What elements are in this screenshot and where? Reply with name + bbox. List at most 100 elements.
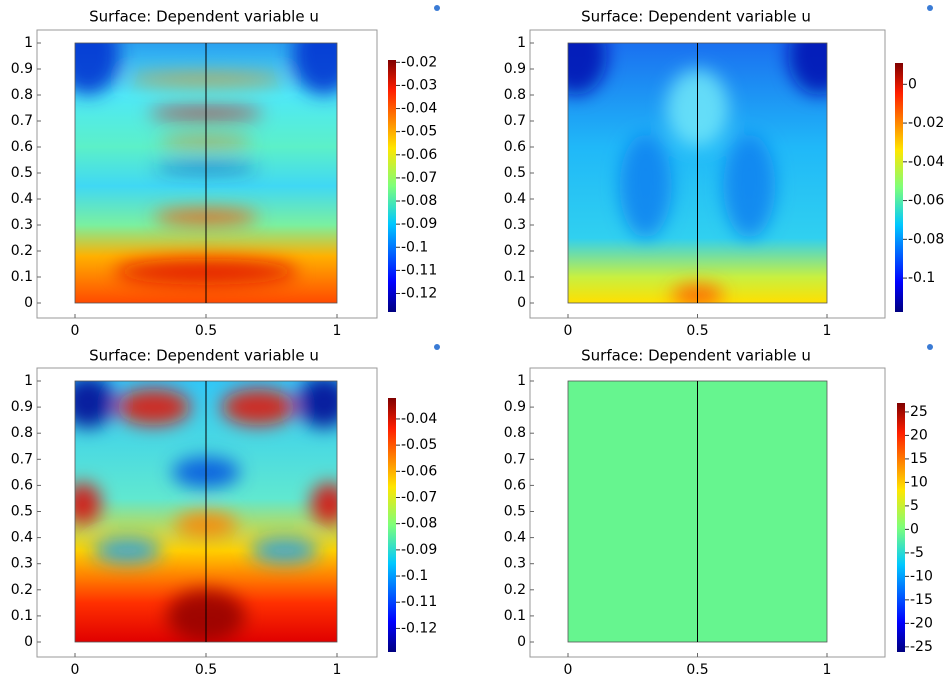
y-tick-label: 0.5 — [504, 165, 526, 181]
colorbar-tick-label: -0.05 — [401, 124, 437, 140]
colorbar-tick-label: -15 — [910, 592, 933, 608]
plot-title: Surface: Dependent variable u — [581, 347, 811, 365]
x-tick-label: 0.5 — [686, 662, 708, 678]
x-tick-label: 0.5 — [686, 323, 708, 339]
y-tick-label: 0.2 — [504, 582, 526, 598]
colorbar-tick-label: -0.06 — [401, 147, 437, 163]
y-tick-label: 0.2 — [11, 243, 33, 259]
plot-title: Surface: Dependent variable u — [89, 8, 319, 26]
colorbar-tick-label: -0.06 — [908, 193, 944, 209]
y-tick-label: 0.2 — [11, 582, 33, 598]
y-tick-label: 0.7 — [11, 451, 33, 467]
y-tick-label: 0.7 — [504, 451, 526, 467]
surface-feature — [297, 381, 337, 428]
colorbar — [388, 60, 396, 312]
surface-feature — [93, 537, 162, 564]
colorbar — [388, 398, 396, 652]
y-tick-label: 0.9 — [504, 399, 526, 415]
y-tick-label: 0.6 — [11, 139, 33, 155]
y-tick-label: 0 — [24, 634, 33, 650]
surface-feature — [292, 43, 337, 95]
y-tick-label: 1 — [24, 373, 33, 389]
y-tick-label: 0.1 — [11, 608, 33, 624]
surface-feature — [75, 482, 102, 525]
y-tick-label: 0.1 — [504, 608, 526, 624]
y-tick-label: 0.3 — [11, 556, 33, 572]
surface-feature — [250, 537, 319, 564]
colorbar-tick-label: -0.02 — [908, 115, 944, 131]
colorbar-tick-label: -25 — [910, 639, 933, 655]
colorbar-tick-label: -0.1 — [401, 568, 428, 584]
plot-icon — [434, 344, 440, 350]
y-tick-label: 0.5 — [504, 504, 526, 520]
surface-plot: Surface: Dependent variable u 0 0.5 1 0 0.1 0.… — [11, 5, 440, 339]
y-tick-label: 1 — [24, 35, 33, 51]
colorbar — [897, 403, 905, 652]
colorbar-tick-label: -0.09 — [401, 542, 437, 558]
colorbar-tick-label: -0.1 — [908, 270, 935, 286]
axes-frame — [529, 29, 886, 319]
x-tick-label: 0 — [564, 662, 573, 678]
colorbar-tick-label: -10 — [910, 568, 933, 584]
plot-icon — [927, 344, 933, 350]
y-tick-label: 0.1 — [11, 269, 33, 285]
surface-feature — [619, 134, 672, 238]
axes-frame — [36, 367, 378, 658]
y-tick-label: 0 — [24, 295, 33, 311]
axes-frame — [36, 29, 378, 319]
colorbar-tick-label: -5 — [910, 545, 924, 561]
colorbar-tick-label: 10 — [910, 474, 928, 490]
colorbar-tick-label: -0.08 — [908, 231, 944, 247]
y-tick-label: 0.5 — [11, 504, 33, 520]
y-tick-label: 0.8 — [504, 87, 526, 103]
y-tick-label: 0.3 — [504, 217, 526, 233]
colorbar-tick-label: -0.08 — [401, 516, 437, 532]
colorbar-tick-label: -0.07 — [401, 490, 437, 506]
colorbar-tick-label: 5 — [910, 498, 919, 514]
colorbar-tick-label: -0.02 — [401, 54, 437, 70]
surface-feature — [310, 482, 337, 525]
y-tick-label: 0.7 — [504, 113, 526, 129]
colorbar-tick-label: -0.12 — [401, 286, 437, 302]
y-tick-label: 0.8 — [11, 425, 33, 441]
x-tick-label: 1 — [823, 662, 832, 678]
colorbar-tick-label: 20 — [910, 427, 928, 443]
colorbar-tick-label: -0.06 — [401, 463, 437, 479]
y-tick-label: 0.4 — [11, 530, 33, 546]
plot-icon — [434, 5, 440, 11]
plot-title: Surface: Dependent variable u — [89, 347, 319, 365]
colorbar-tick-label: 25 — [910, 404, 928, 420]
x-tick-label: 0.5 — [195, 323, 217, 339]
y-tick-label: 0.3 — [11, 217, 33, 233]
plot-icon — [927, 5, 933, 11]
y-tick-label: 0.9 — [504, 61, 526, 77]
y-tick-label: 0.2 — [504, 243, 526, 259]
colorbar-tick-label: -0.04 — [401, 101, 437, 117]
y-tick-label: 0.8 — [11, 87, 33, 103]
plot-title: Surface: Dependent variable u — [581, 8, 811, 26]
surface-feature — [75, 381, 115, 428]
colorbar-tick-label: -20 — [910, 615, 933, 631]
surface-feature — [568, 43, 607, 95]
y-tick-label: 0.5 — [11, 165, 33, 181]
y-tick-label: 0.4 — [504, 530, 526, 546]
surface-plot: Surface: Dependent variable u 0 0.5 1 0 0.1 0.… — [11, 344, 440, 678]
x-tick-label: 0 — [71, 662, 80, 678]
colorbar-tick-label: -0.08 — [401, 193, 437, 209]
colorbar-tick-label: 0 — [908, 76, 917, 92]
colorbar-tick-label: -0.04 — [401, 411, 437, 427]
colorbar-tick-label: -0.04 — [908, 154, 944, 170]
colorbar-tick-label: -0.1 — [401, 239, 428, 255]
axes-frame — [529, 367, 886, 658]
colorbar — [895, 63, 903, 312]
colorbar-tick-label: -0.11 — [401, 594, 437, 610]
colorbar-tick-label: -0.03 — [401, 77, 437, 93]
colorbar-tick-label: -0.07 — [401, 170, 437, 186]
y-tick-label: 0.3 — [504, 556, 526, 572]
surface-feature — [75, 43, 120, 95]
y-tick-label: 0.1 — [504, 269, 526, 285]
y-tick-label: 1 — [517, 35, 526, 51]
y-tick-label: 0.7 — [11, 113, 33, 129]
y-tick-label: 0.6 — [11, 477, 33, 493]
